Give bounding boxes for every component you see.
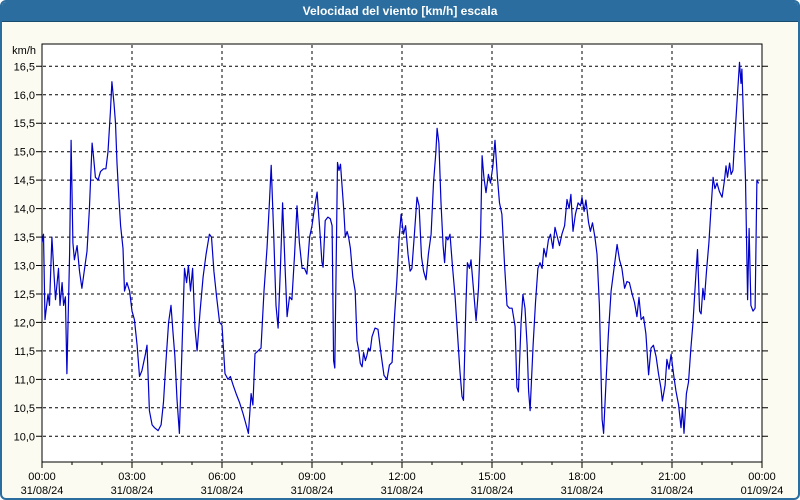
y-tick-label: 10,0 [14,431,35,443]
x-tick-time-label: 18:00 [568,471,596,483]
y-tick-label: 13,5 [14,232,35,244]
x-tick-date-label: 31/08/24 [381,485,424,497]
window-title: Velocidad del viento [km/h] escala [2,2,798,22]
y-tick-label: 14,0 [14,204,35,216]
y-tick-label: 16,5 [14,61,35,73]
x-tick-time-label: 12:00 [388,471,416,483]
x-tick-date-label: 31/08/24 [651,485,694,497]
y-tick-label: 15,0 [14,147,35,159]
x-tick-time-label: 06:00 [208,471,236,483]
y-tick-label: 16,0 [14,90,35,102]
x-tick-time-label: 15:00 [478,471,506,483]
x-tick-date-label: 31/08/24 [21,485,64,497]
y-tick-label: 11,5 [14,346,35,358]
x-tick-date-label: 31/08/24 [471,485,514,497]
x-tick-time-label: 09:00 [298,471,326,483]
y-tick-label: 10,5 [14,403,35,415]
y-axis-unit-label: km/h [12,45,36,57]
y-tick-label: 14,5 [14,175,35,187]
y-tick-label: 13,0 [14,261,35,273]
y-tick-label: 12,5 [14,289,35,301]
y-tick-label: 15,5 [14,118,35,130]
x-tick-date-label: 31/08/24 [291,485,334,497]
x-tick-date-label: 31/08/24 [561,485,604,497]
x-tick-time-label: 03:00 [118,471,146,483]
x-tick-date-label: 01/09/24 [741,485,784,497]
x-tick-time-label: 00:00 [748,471,776,483]
wind-speed-line [41,61,760,434]
x-tick-time-label: 21:00 [658,471,686,483]
x-tick-time-label: 00:00 [28,471,56,483]
y-tick-label: 12,0 [14,317,35,329]
plot-border [41,43,763,463]
x-tick-date-label: 31/08/24 [111,485,154,497]
x-tick-date-label: 31/08/24 [201,485,244,497]
y-tick-label: 11,0 [14,374,35,386]
